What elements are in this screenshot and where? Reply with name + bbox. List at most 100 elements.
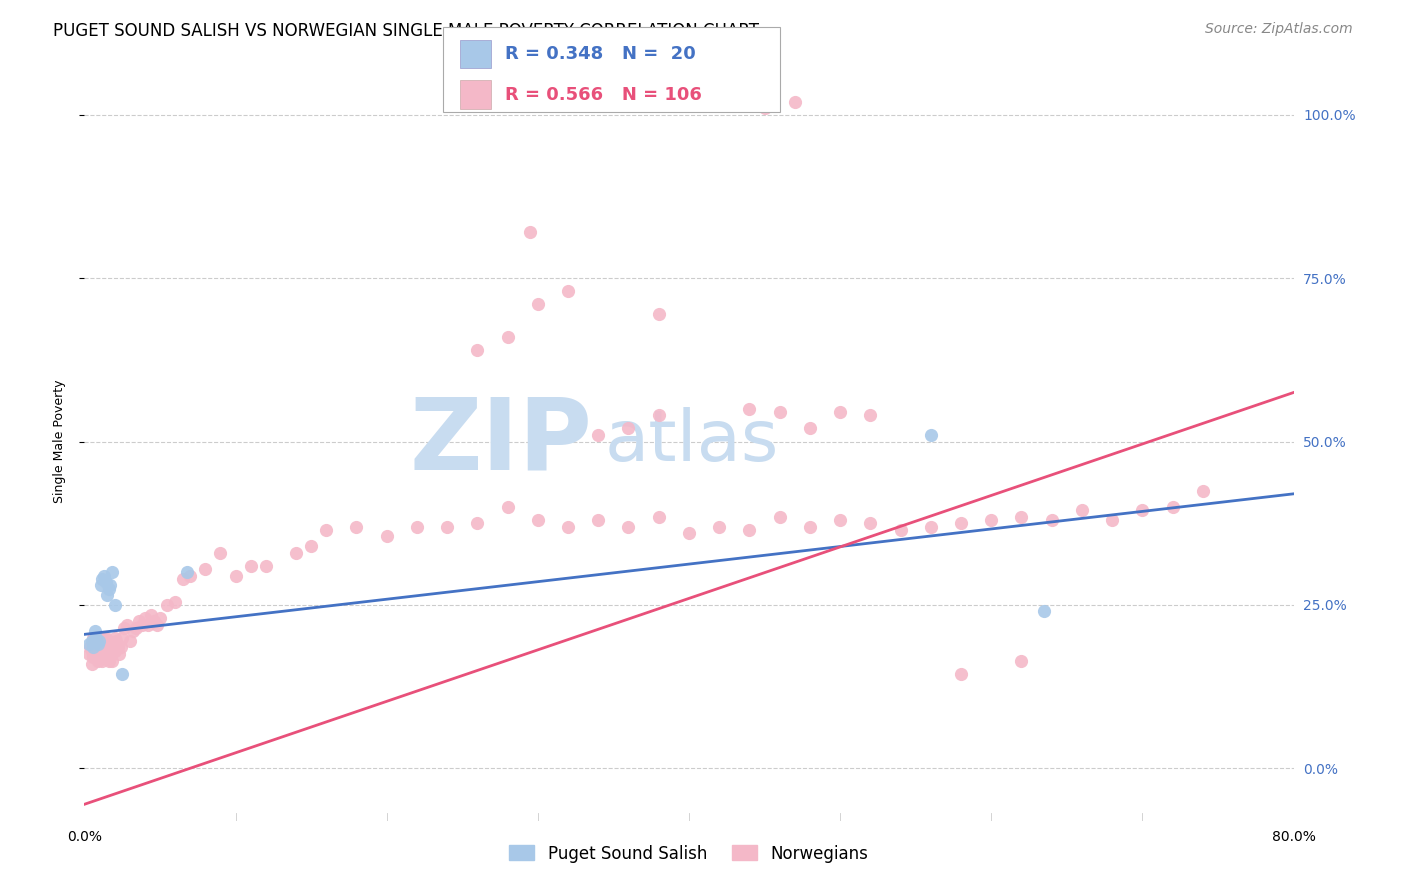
Point	[557, 519, 579, 533]
Point	[110, 640, 132, 655]
Point	[588, 428, 610, 442]
Point	[97, 582, 120, 596]
Point	[89, 647, 111, 661]
Point	[527, 297, 550, 311]
Point	[1011, 653, 1033, 667]
Point	[86, 640, 108, 655]
Point	[84, 637, 107, 651]
Point	[101, 637, 124, 651]
Point	[254, 558, 277, 573]
Point	[738, 523, 761, 537]
Point	[125, 621, 148, 635]
Point	[111, 666, 134, 681]
Point	[467, 516, 489, 531]
Point	[239, 558, 262, 573]
Point	[799, 519, 821, 533]
Point	[98, 578, 121, 592]
Point	[225, 568, 247, 582]
Point	[194, 562, 217, 576]
Point	[77, 637, 100, 651]
Point	[156, 598, 179, 612]
Point	[769, 405, 792, 419]
Point	[90, 633, 112, 648]
Point	[165, 595, 187, 609]
Point	[136, 617, 159, 632]
Point	[96, 588, 118, 602]
Point	[557, 284, 579, 298]
Point	[94, 640, 117, 655]
Point	[107, 640, 129, 655]
Point	[1192, 483, 1215, 498]
Point	[100, 653, 122, 667]
Text: Source: ZipAtlas.com: Source: ZipAtlas.com	[1205, 22, 1353, 37]
Point	[142, 615, 165, 629]
Point	[87, 653, 110, 667]
Point	[100, 566, 122, 580]
Text: R = 0.566   N = 106: R = 0.566 N = 106	[505, 86, 702, 103]
Point	[104, 598, 127, 612]
Point	[90, 578, 112, 592]
Point	[118, 633, 141, 648]
Point	[179, 568, 201, 582]
Point	[79, 640, 101, 655]
Point	[648, 409, 671, 423]
Text: atlas: atlas	[605, 407, 779, 476]
Point	[86, 631, 108, 645]
Point	[82, 631, 104, 645]
Point	[285, 546, 308, 560]
Point	[950, 516, 973, 531]
Point	[131, 617, 153, 632]
Point	[84, 624, 107, 639]
Point	[149, 611, 172, 625]
Point	[375, 529, 398, 543]
Point	[115, 617, 138, 632]
Point	[80, 643, 103, 657]
Point	[527, 513, 550, 527]
Point	[98, 637, 121, 651]
Point	[678, 526, 700, 541]
Point	[496, 330, 519, 344]
Point	[98, 647, 121, 661]
Point	[108, 647, 131, 661]
Point	[519, 226, 541, 240]
Point	[346, 519, 368, 533]
Point	[87, 637, 110, 651]
Point	[91, 637, 114, 651]
Point	[176, 566, 198, 580]
Point	[96, 647, 118, 661]
Point	[84, 647, 107, 661]
Point	[709, 519, 731, 533]
Point	[1011, 509, 1033, 524]
Point	[799, 421, 821, 435]
Point	[91, 572, 114, 586]
Point	[617, 519, 640, 533]
Point	[783, 95, 806, 109]
Point	[87, 640, 110, 655]
Legend: Puget Sound Salish, Norwegians: Puget Sound Salish, Norwegians	[503, 838, 875, 869]
Point	[104, 643, 127, 657]
Point	[859, 516, 882, 531]
Point	[1161, 500, 1184, 514]
Point	[467, 343, 489, 357]
Point	[1033, 605, 1056, 619]
Point	[112, 621, 135, 635]
Point	[111, 631, 134, 645]
Point	[93, 631, 115, 645]
Point	[209, 546, 232, 560]
Point	[496, 500, 519, 514]
Point	[830, 513, 852, 527]
Point	[648, 509, 671, 524]
Point	[82, 640, 104, 655]
Point	[90, 650, 112, 665]
Point	[754, 101, 776, 115]
Point	[920, 428, 942, 442]
Point	[104, 631, 127, 645]
Point	[980, 513, 1002, 527]
Point	[769, 509, 792, 524]
Point	[93, 568, 115, 582]
Point	[97, 653, 120, 667]
Point	[1130, 503, 1153, 517]
Point	[436, 519, 458, 533]
Point	[406, 519, 429, 533]
Point	[617, 421, 640, 435]
